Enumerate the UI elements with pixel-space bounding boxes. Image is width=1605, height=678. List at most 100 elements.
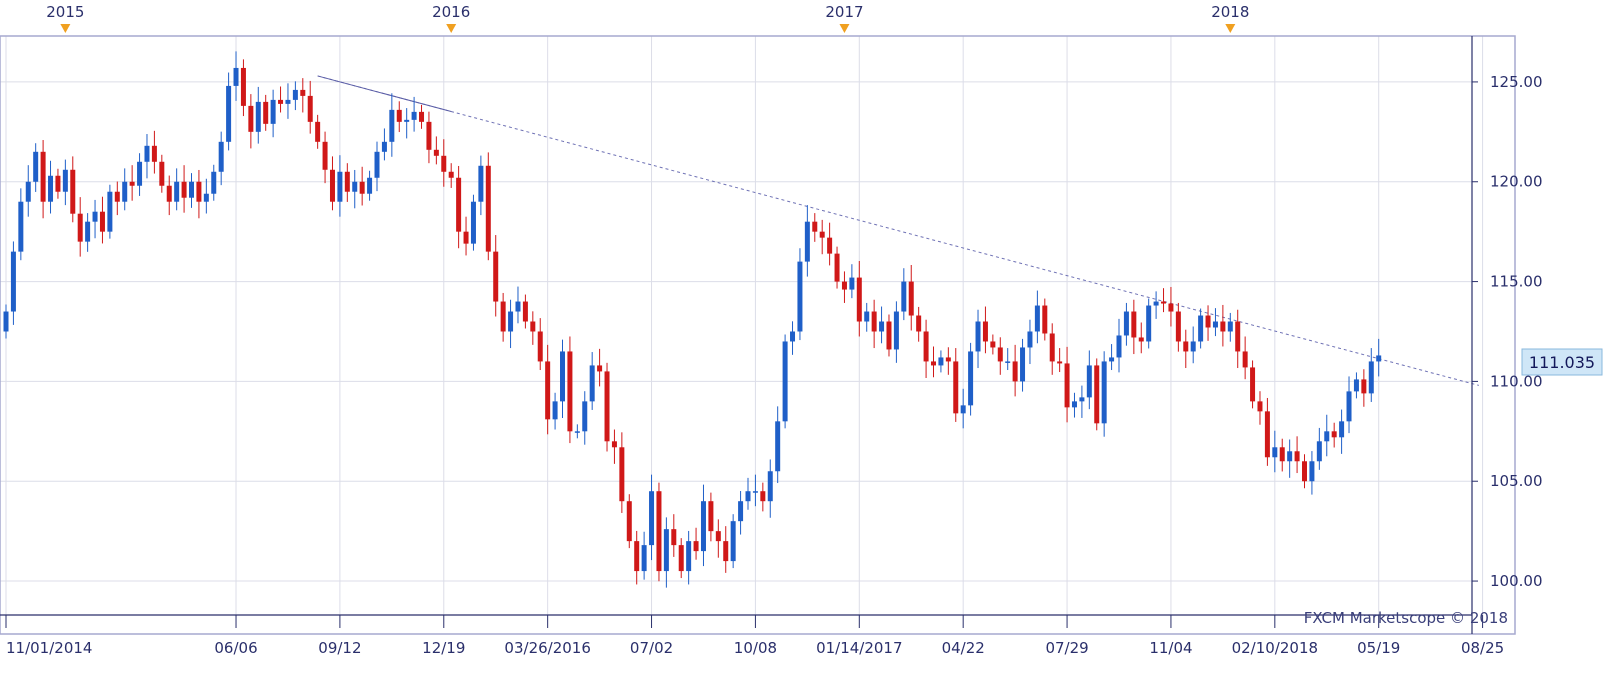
candle xyxy=(916,306,922,342)
candle-body xyxy=(1183,341,1189,352)
candle xyxy=(864,302,870,332)
candle xyxy=(463,216,469,256)
candle-body xyxy=(1012,361,1018,382)
candle-body xyxy=(189,181,194,198)
candle xyxy=(1101,351,1107,437)
candle-body xyxy=(48,175,54,202)
candle xyxy=(641,531,647,580)
candle xyxy=(841,271,847,303)
candle xyxy=(33,143,39,192)
candle-body xyxy=(337,171,343,202)
candle-body xyxy=(470,201,476,244)
candle-body xyxy=(396,109,402,122)
candle-body xyxy=(819,231,825,238)
candle xyxy=(626,494,632,549)
y-tick-label: 120.00 xyxy=(1490,173,1543,191)
candle xyxy=(1339,409,1345,454)
candle xyxy=(827,222,833,266)
candle xyxy=(129,165,135,201)
candle xyxy=(344,163,350,202)
candle-body xyxy=(982,321,988,342)
year-label: 2015 xyxy=(46,3,84,21)
candle xyxy=(1346,376,1352,434)
candle-body xyxy=(18,201,24,252)
candle xyxy=(1168,286,1174,327)
candle xyxy=(448,163,454,188)
candle-body xyxy=(567,351,573,432)
candle-body xyxy=(367,177,373,194)
candle-body xyxy=(715,531,721,542)
candle xyxy=(189,173,194,208)
candle-body xyxy=(634,541,640,572)
candle xyxy=(485,152,491,261)
candle-body xyxy=(404,119,410,122)
candle-body xyxy=(218,141,224,172)
candle-body xyxy=(159,161,165,186)
candle-body xyxy=(893,311,899,350)
x-tick-label: 10/08 xyxy=(734,639,777,657)
candle-body xyxy=(782,341,788,422)
candle-body xyxy=(1316,441,1322,462)
candle-body xyxy=(1123,311,1129,336)
candle xyxy=(515,286,521,324)
candle xyxy=(879,306,885,344)
candle xyxy=(1049,323,1055,375)
x-axis: 11/01/2014 06/06 09/12 12/19 03/26/2016 07/02… xyxy=(6,639,1504,657)
candle xyxy=(478,155,484,216)
candle xyxy=(322,131,328,184)
candle xyxy=(649,474,655,561)
candle-body xyxy=(1049,333,1055,362)
candle xyxy=(99,196,105,244)
candle xyxy=(1109,344,1115,371)
candle xyxy=(1071,392,1077,418)
candle xyxy=(686,530,692,585)
x-tick-label: 02/10/2018 xyxy=(1232,639,1318,657)
candle-body xyxy=(270,99,276,124)
candle xyxy=(1264,397,1270,466)
candle xyxy=(760,482,766,512)
candle xyxy=(1131,299,1137,355)
candle-body xyxy=(1235,321,1241,352)
candle xyxy=(812,213,818,242)
candle xyxy=(693,527,699,560)
candle-body xyxy=(671,529,677,546)
candle-body xyxy=(1101,361,1107,424)
candle xyxy=(226,72,232,151)
candle-body xyxy=(1220,321,1226,332)
candle xyxy=(886,314,892,357)
candle-body xyxy=(1131,311,1137,338)
candle xyxy=(975,309,981,369)
candle-body xyxy=(656,491,662,572)
candle xyxy=(10,241,16,325)
candle xyxy=(396,101,402,133)
candle-body xyxy=(923,331,929,362)
candle-body xyxy=(1361,379,1367,394)
candle-body xyxy=(1346,391,1352,422)
candle xyxy=(508,299,514,349)
candle xyxy=(144,134,150,179)
y-axis: 100.00 105.00 110.00 115.00 120.00 125.00 xyxy=(1490,73,1543,590)
candle-body xyxy=(211,171,217,194)
candle-body xyxy=(329,169,335,202)
candle-body xyxy=(129,181,135,186)
candle xyxy=(1309,451,1315,495)
current-price-label: 111.035 xyxy=(1521,348,1603,376)
candle-body xyxy=(485,165,491,252)
candle-body xyxy=(597,365,603,372)
candle xyxy=(775,406,781,484)
candle-body xyxy=(226,85,232,142)
candle xyxy=(55,168,61,199)
candle-body xyxy=(292,89,298,100)
candle xyxy=(671,514,677,557)
x-tick-label: 01/14/2017 xyxy=(816,639,902,657)
candle xyxy=(931,346,936,378)
candle xyxy=(1020,338,1026,392)
candle xyxy=(25,165,31,217)
candle xyxy=(441,139,447,187)
candle-body xyxy=(1094,365,1100,424)
candle xyxy=(1376,338,1382,377)
watermark: FXCM Marketscope © 2018 xyxy=(1304,609,1508,627)
candle-body xyxy=(804,221,810,262)
